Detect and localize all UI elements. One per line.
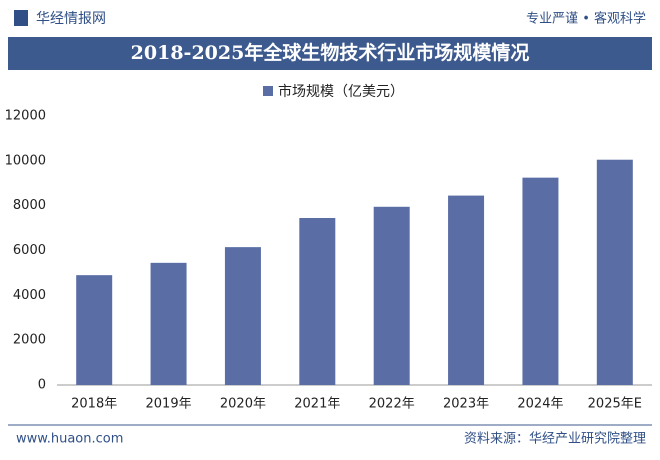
y-tick-label: 8000 (13, 198, 46, 213)
x-tick-label: 2022年 (369, 397, 415, 412)
bar (224, 247, 261, 385)
y-tick-label: 10000 (5, 153, 46, 168)
bar (522, 177, 559, 385)
x-tick-label: 2018年 (71, 397, 117, 412)
y-tick-label: 4000 (13, 288, 46, 303)
slogan: 专业严谨 • 客观科学 (526, 11, 646, 27)
x-tick-label: 2024年 (517, 397, 563, 412)
bar (299, 217, 336, 385)
bar (596, 159, 633, 385)
y-tick-label: 6000 (13, 243, 46, 258)
bar (448, 195, 485, 385)
x-tick-label: 2025年E (588, 397, 642, 412)
x-tick-label: 2023年 (443, 397, 489, 412)
y-tick-label: 2000 (13, 333, 46, 348)
bar (373, 206, 410, 385)
bar (76, 275, 113, 385)
x-tick-label: 2019年 (146, 397, 192, 412)
footer-source: 资料来源：华经产业研究院整理 (464, 432, 646, 447)
title-bar (8, 37, 652, 70)
logo-text: 华经情报网 (36, 11, 106, 27)
y-tick-label: 0 (38, 378, 46, 393)
chart-title: 2018-2025年全球生物技术行业市场规模情况 (131, 41, 530, 64)
bar (150, 262, 187, 385)
legend-swatch (263, 86, 273, 96)
footer-url: www.huaon.com (16, 432, 123, 447)
x-tick-label: 2021年 (294, 397, 340, 412)
legend-label: 市场规模（亿美元） (278, 83, 404, 100)
logo-icon (14, 10, 28, 26)
x-tick-label: 2020年 (220, 397, 266, 412)
y-tick-label: 12000 (5, 109, 46, 124)
